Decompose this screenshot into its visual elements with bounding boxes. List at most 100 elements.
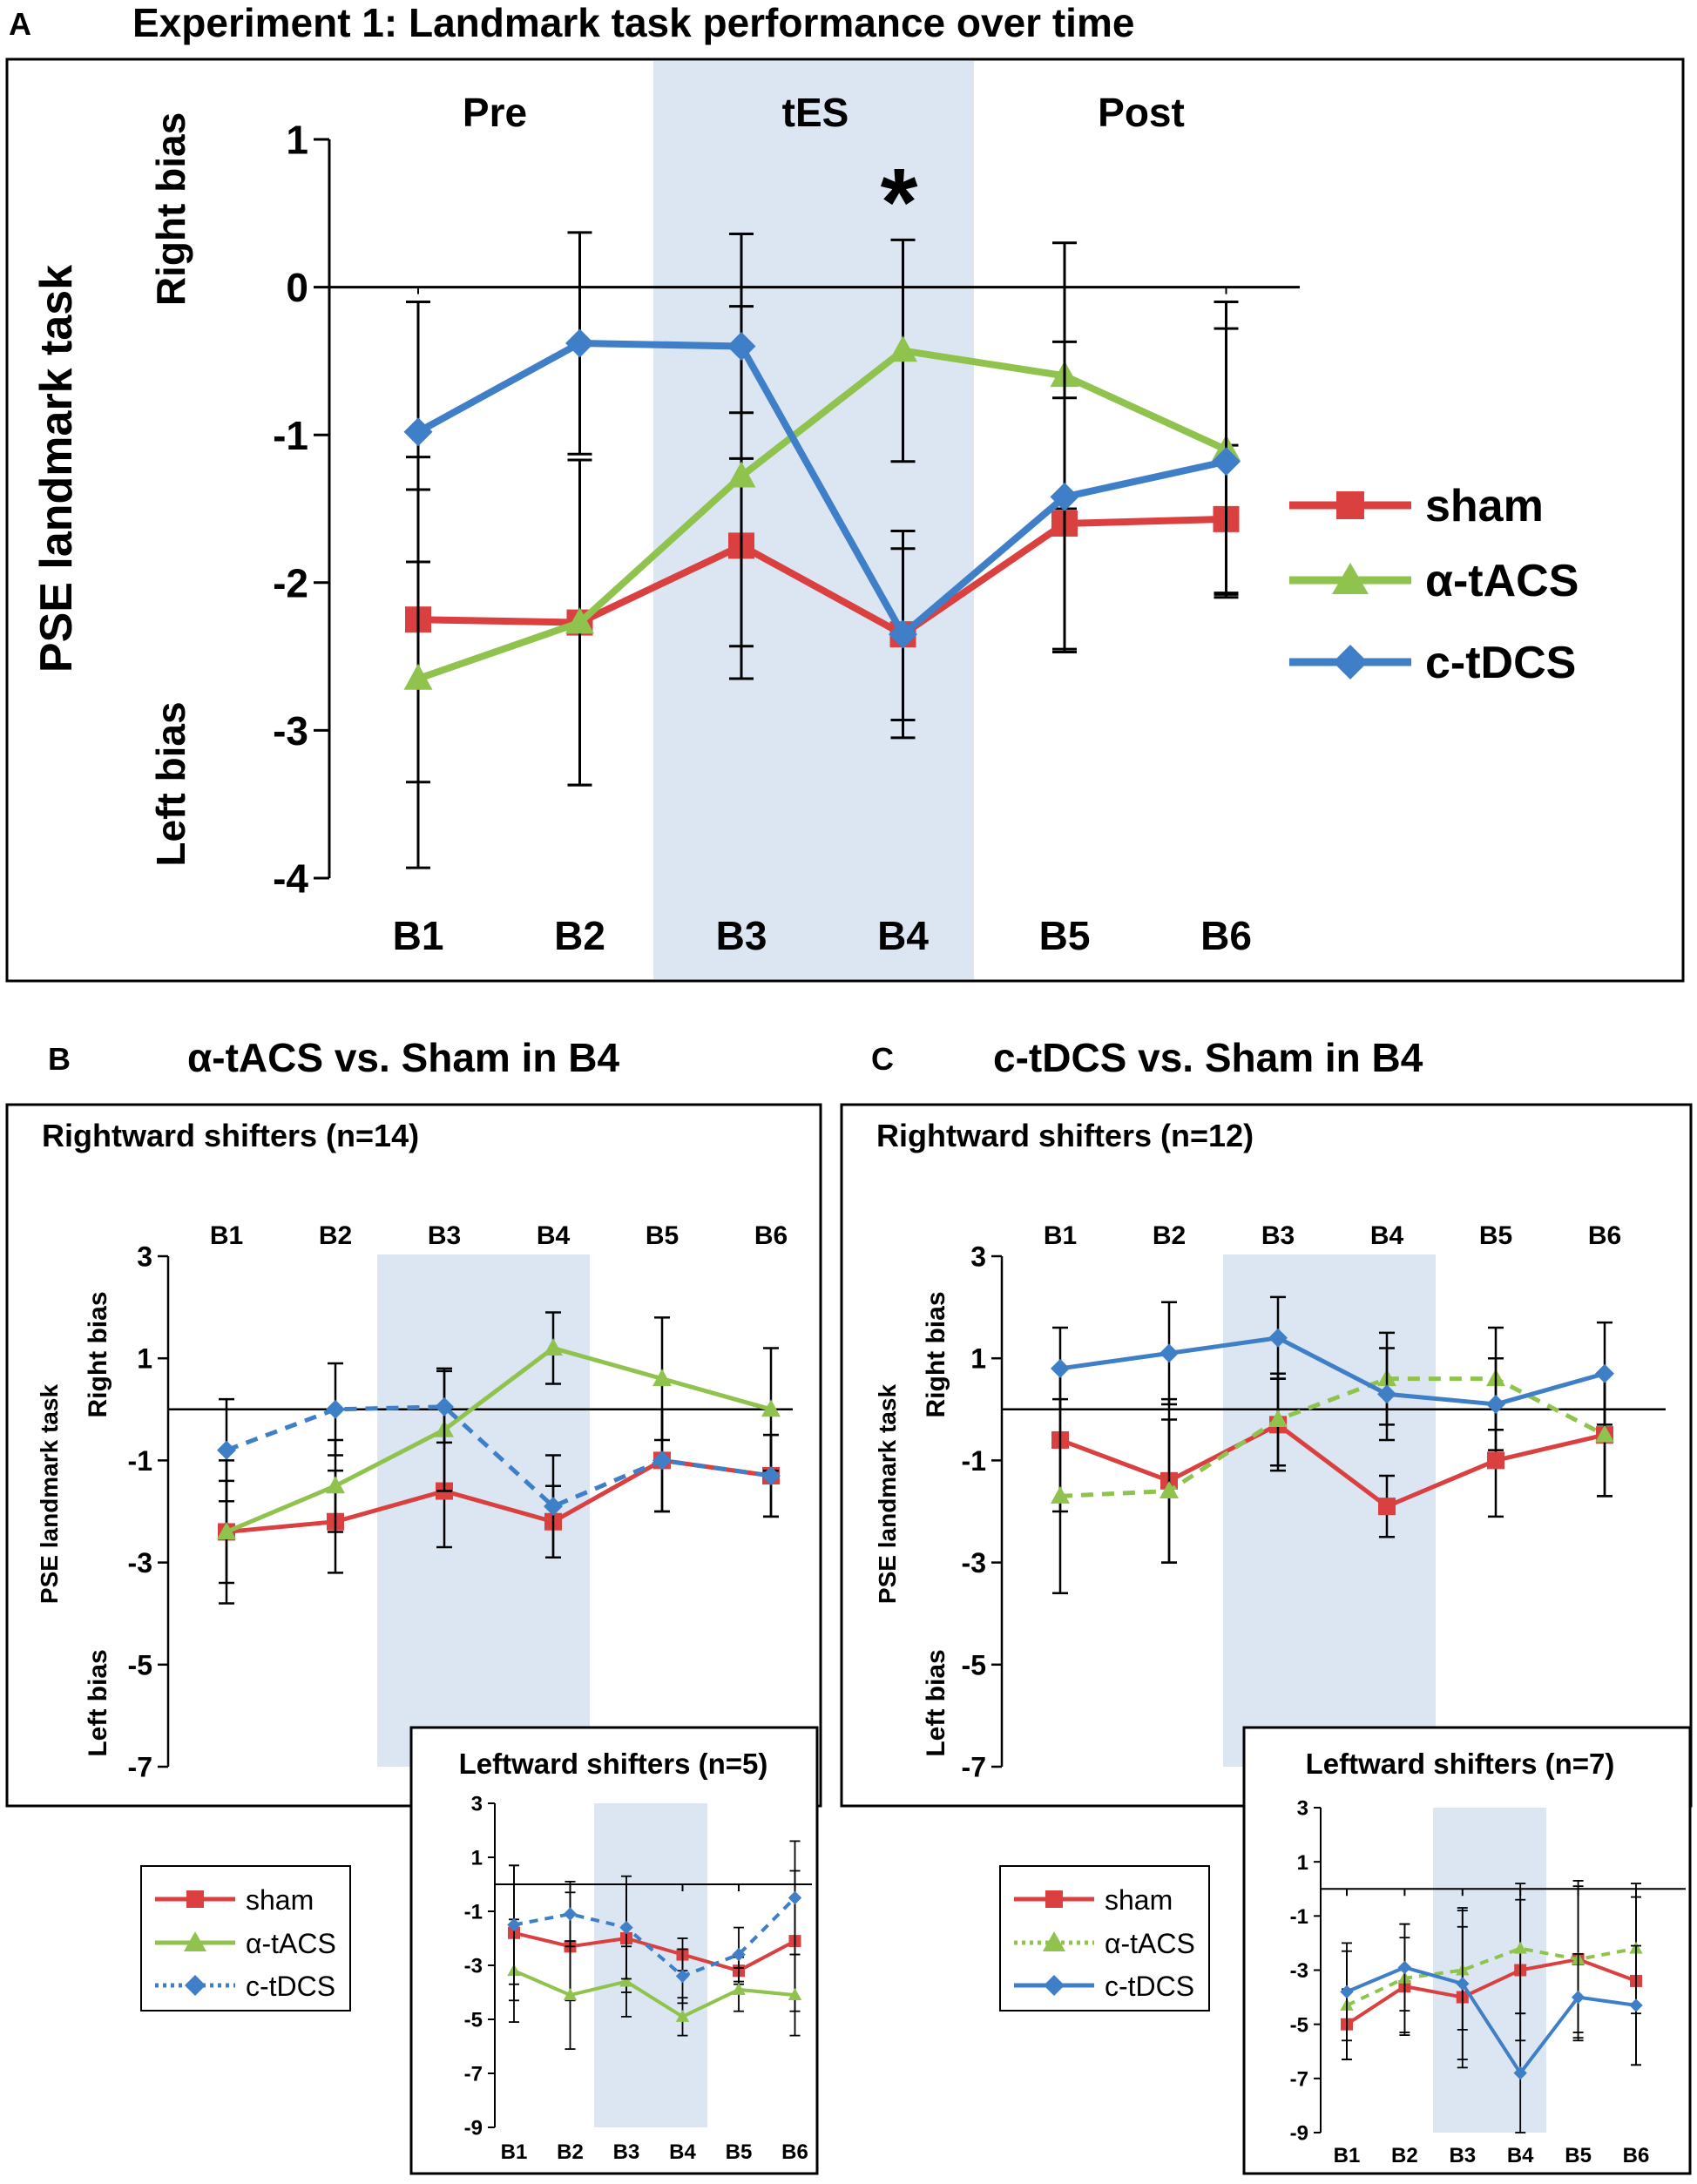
c-rightward-x-label: B6 [1588,1221,1621,1250]
panel-a-ylabel: PSE landmark task [31,265,82,673]
legend-c-sham-marker [1045,1890,1063,1908]
c-rightward-x-label: B3 [1261,1221,1295,1250]
a-y-tick-label: -1 [273,413,308,458]
c-rightward-tacs-point [1595,1424,1614,1443]
b-leftward-y-tick-label: 1 [471,1847,483,1870]
panel-a-frame [5,57,1685,983]
c-leftward-tdcs-point [1513,2066,1527,2080]
c-rightward-tacs-point [1268,1410,1288,1428]
panel-a-letter: A [9,6,31,42]
legend-c-sham-label: sham [1105,1884,1173,1916]
legend-b-tacs-label: α-tACS [246,1928,336,1959]
c-leftward-x-label: B3 [1449,2144,1476,2167]
a-tdcs-point [1050,482,1079,511]
panel-a-right-bias: Right bias [148,112,193,306]
b-leftward-tdcs-point [675,1969,690,1984]
c-leftward-tdcs-point [1340,1985,1354,1999]
a-tdcs-point [403,417,433,447]
c-leftward-y-tick-label: -9 [1290,2122,1308,2146]
b-leftward-shading [594,1803,707,2127]
b-rightward-y-tick-label: -3 [128,1547,152,1579]
b-leftward-x-label: B6 [781,2140,808,2164]
panel-b-right-title: Rightward shifters (n=14) [42,1118,419,1153]
b-rightward-x-label: B4 [537,1221,571,1250]
b-leftward-y-tick-label: -9 [464,2117,483,2140]
b-leftward-tacs-point [675,2009,690,2022]
b-rightward-x-label: B5 [646,1221,679,1250]
c-leftward-y-tick-label: -1 [1290,1905,1308,1929]
b-leftward-y-tick-label: -1 [464,1901,483,1924]
c-leftward-tdcs-point [1571,1990,1585,2005]
panel-a-tes-shading [653,61,974,979]
b-rightward-tdcs-point [544,1497,563,1517]
b-rightward-tacs-point [217,1521,236,1539]
c-rightward-tdcs-point [1377,1384,1396,1404]
b-leftward-tacs-point [732,1982,746,1995]
a-tdcs-point [1212,447,1241,477]
a-x-label: B4 [877,913,929,958]
c-leftward-sham-line [1345,1957,1637,2026]
a-tdcs-point [727,331,756,361]
c-rightward-y-tick-label: -1 [962,1445,986,1477]
panel-b-ylabel: PSE landmark task [36,1384,63,1605]
legend-b-tdcs-label: c-tDCS [246,1971,335,2002]
a-tdcs-line [416,340,1227,639]
b-rightward-y-tick-label: 1 [137,1343,152,1375]
panel-c-ylabel: PSE landmark task [874,1384,901,1605]
c-rightward-tacs-point [1160,1481,1179,1499]
panel-a-legend: sham α-tACS c-tDCS [1289,481,1579,688]
legend-c-tdcs-marker [1044,1975,1065,1996]
b-rightward-y-tick-label: 3 [137,1241,152,1273]
legend-a-tacs-marker [1332,563,1369,594]
b-leftward-x-label: B4 [669,2140,696,2164]
a-tdcs-point [889,619,917,649]
c-leftward-tdcs-line [1346,1965,1637,2075]
b-rightward-y-tick-label: -1 [128,1445,152,1477]
legend-b-sham-marker [186,1890,204,1908]
panel-b-letter: B [48,1041,71,1077]
b-leftward-sham-line [513,1930,796,1973]
b-rightward-tdcs-point [435,1396,454,1417]
c-rightward-shading [1223,1254,1436,1767]
c-leftward-x-label: B6 [1623,2144,1650,2167]
a-tacs-line [416,347,1228,682]
c-rightward-y-tick-label: 1 [970,1343,986,1375]
b-leftward-y-tick-label: -7 [464,2063,483,2086]
b-rightward-tdcs-point [761,1465,781,1485]
a-y-tick-label: -2 [273,560,308,605]
legend-a-tacs-label: α-tACS [1425,556,1579,606]
legend-b-tdcs-marker [185,1975,206,1996]
b-leftward-tacs-point [619,1974,633,1987]
c-leftward-x-label: B5 [1565,2144,1592,2167]
b-leftward-tdcs-point [563,1907,578,1921]
b-rightward-tacs-point [544,1337,563,1356]
b-rightward-tdcs-point [652,1450,672,1471]
panel-c-rightward-plot: 3 1 -1 -3 -5 -7 B1 B2 B3 B4 B5 B6 [962,1221,1666,1783]
panel-c-inset-title: Leftward shifters (n=7) [1306,1748,1615,1780]
c-leftward-y-tick-label: -5 [1290,2013,1308,2037]
legend-b-tacs-marker [184,1931,206,1951]
panel-a-left-bias: Left bias [148,701,193,866]
b-leftward-tacs-line [513,1969,795,2018]
b-leftward-y-tick-label: -3 [464,1955,483,1978]
b-rightward-tacs-line [226,1345,772,1534]
a-x-label: B2 [554,913,605,958]
panel-a: A Experiment 1: Landmark task performanc… [5,0,1685,983]
legend-b-frame [140,1865,351,2012]
b-leftward-tdcs-line [513,1897,796,1978]
panel-b-title: α-tACS vs. Sham in B4 [187,1035,619,1080]
c-rightward-tdcs-point [1595,1363,1614,1383]
b-leftward-x-label: B1 [501,2140,528,2164]
panel-c-right-bias: Right bias [922,1291,950,1417]
b-leftward-tdcs-point [619,1920,633,1935]
b-leftward-tdcs-point [732,1947,746,1962]
a-x-label: B5 [1039,913,1091,958]
b-leftward-tdcs-point [507,1917,521,1932]
c-leftward-y-tick-label: -7 [1290,2067,1308,2091]
panel-b-inset-title: Leftward shifters (n=5) [459,1748,768,1780]
b-leftward-tacs-point [563,1988,578,2001]
b-rightward-tacs-point [326,1476,345,1494]
c-rightward-tdcs-point [1160,1343,1179,1363]
a-y-tick-label: -3 [273,708,308,754]
c-rightward-tdcs-point [1486,1394,1505,1414]
